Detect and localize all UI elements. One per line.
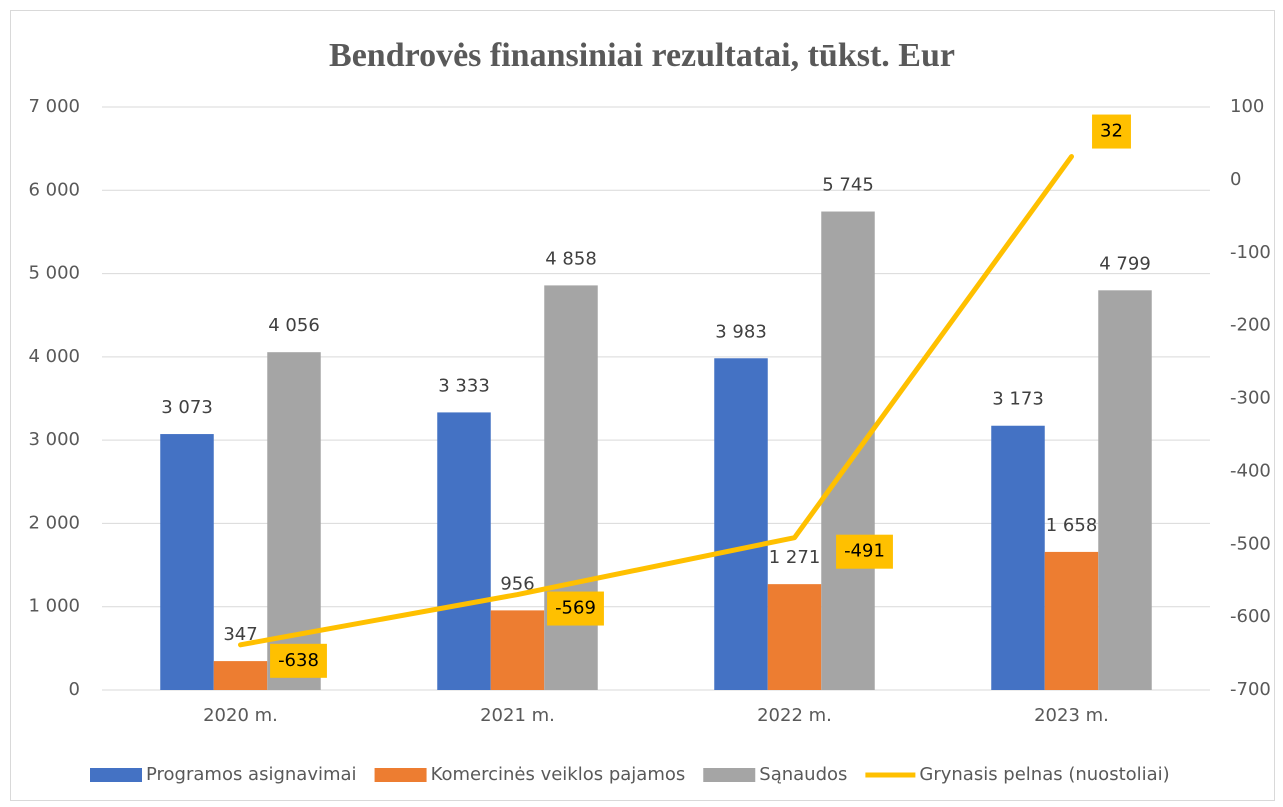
legend-label: Grynasis pelnas (nuostoliai) [919, 764, 1169, 785]
y-tick-label: 7 000 [28, 96, 80, 117]
data-label-box [547, 591, 604, 626]
data-label: 956 [500, 573, 534, 594]
data-label: -491 [844, 541, 885, 562]
bar [437, 412, 491, 690]
y2-tick-label: -700 [1230, 679, 1271, 700]
data-label: 4 056 [268, 315, 320, 336]
data-label: 1 658 [1046, 515, 1098, 536]
data-label: -638 [278, 650, 319, 671]
y2-tick-label: -100 [1230, 242, 1271, 263]
data-label-box [836, 534, 893, 569]
y2-tick-label: -600 [1230, 606, 1271, 627]
data-label-box [1092, 114, 1131, 149]
data-label: 3 333 [438, 375, 490, 396]
bar [160, 434, 214, 690]
bar [821, 211, 875, 691]
y2-tick-label: 100 [1230, 96, 1264, 117]
y2-tick-label: -400 [1230, 460, 1271, 481]
y-tick-label: 4 000 [28, 346, 80, 367]
data-label: 4 799 [1099, 253, 1151, 274]
bar [991, 425, 1045, 690]
data-label: 3 173 [992, 389, 1044, 410]
y2-tick-label: 0 [1230, 169, 1241, 190]
legend-label: Sąnaudos [759, 764, 847, 785]
chart-title: Bendrovės finansiniai rezultatai, tūkst.… [329, 37, 955, 74]
bar [1098, 290, 1152, 690]
data-label: 347 [223, 624, 257, 645]
y-tick-label: 3 000 [28, 429, 80, 450]
y-tick-label: 0 [69, 679, 80, 700]
data-label-box [270, 643, 327, 678]
bar [544, 285, 598, 690]
bar [714, 358, 768, 690]
data-label: 4 858 [545, 248, 597, 269]
legend-label: Komercinės veiklos pajamos [431, 764, 686, 785]
legend-swatch [90, 768, 142, 782]
legend-swatch [703, 768, 756, 782]
data-label: 5 745 [822, 175, 874, 196]
y2-tick-label: -200 [1230, 315, 1271, 336]
y-tick-label: 6 000 [28, 179, 80, 200]
legend-swatch [374, 768, 427, 782]
data-label: 1 271 [769, 547, 821, 568]
x-tick-label: 2022 m. [757, 705, 832, 726]
line [238, 154, 1074, 648]
x-tick-label: 2023 m. [1034, 705, 1109, 726]
y-tick-label: 5 000 [28, 263, 80, 284]
bar [490, 610, 545, 690]
x-tick-label: 2021 m. [480, 705, 555, 726]
y-tick-label: 2 000 [28, 512, 80, 533]
data-label: -569 [555, 598, 596, 619]
bar [1044, 551, 1099, 690]
data-label: 3 983 [715, 321, 767, 342]
y2-tick-label: -500 [1230, 533, 1271, 554]
x-tick-label: 2020 m. [203, 705, 278, 726]
y2-tick-label: -300 [1230, 388, 1271, 409]
y-tick-label: 1 000 [28, 596, 80, 617]
bar [767, 584, 822, 690]
data-label: 3 073 [161, 397, 213, 418]
data-label: 32 [1100, 121, 1123, 142]
bar [213, 661, 268, 690]
legend-label: Programos asignavimai [146, 764, 357, 785]
